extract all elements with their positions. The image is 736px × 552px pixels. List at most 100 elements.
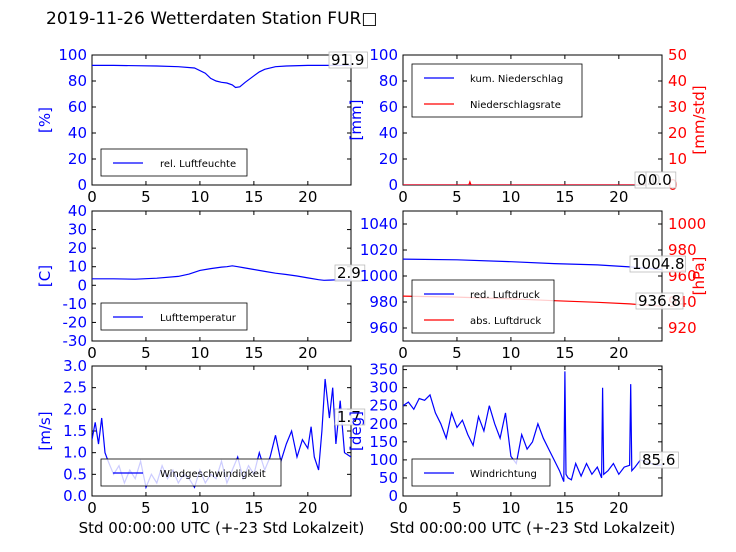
x-tick-label: 0 xyxy=(87,344,97,362)
y-tick-label: 0 xyxy=(77,276,87,294)
x-tick-label: 10 xyxy=(501,499,520,517)
value-label-box xyxy=(635,292,684,310)
x-tick-label: 20 xyxy=(298,188,317,206)
chart-pressure: 0510152096098010001020104092094096098010… xyxy=(360,210,708,362)
y-tick-label: 30 xyxy=(68,221,87,239)
value-label-box xyxy=(334,408,366,426)
y-axis-label: [%] xyxy=(36,107,54,133)
x-tick-label: 10 xyxy=(190,499,209,517)
chart-wind-speed: 0 5 10 15 20 0.0 0.5 1.0 1.5 2.0 2.5 3.0 [m/s] Std 00… xyxy=(36,357,366,537)
series-line-rel-luftfeuchte xyxy=(92,64,351,89)
chart-humidity: 0 5 10 15 20 0 20 40 60 80 100 [%] 91.9 rel. Luftfeuc… xyxy=(36,46,368,206)
y-tick-label: 1020 xyxy=(360,241,398,259)
y2-tick-label: 20 xyxy=(668,124,687,142)
y-tick-label: 80 xyxy=(379,72,398,90)
y-tick-label: 0.0 xyxy=(63,487,87,505)
y-tick-label: 1040 xyxy=(360,215,398,233)
y-tick-label: 20 xyxy=(68,150,87,168)
y-axis-label: [m/s] xyxy=(36,411,54,450)
y-tick-label: 2.5 xyxy=(63,379,87,397)
y2-tick-label: 920 xyxy=(668,319,697,337)
y-tick-label: -20 xyxy=(63,313,88,331)
page-title: 2019-11-26 Wetterdaten Station FUR□ xyxy=(46,9,378,29)
x-tick-label: 20 xyxy=(298,499,317,517)
value-label-box xyxy=(629,255,686,273)
x-tick-label: 10 xyxy=(190,344,209,362)
value-label: 91.9 xyxy=(331,51,364,69)
y2-axis-label: [hPa] xyxy=(690,257,708,296)
y-tick-label: 1.5 xyxy=(63,422,87,440)
y-tick-label: 0 xyxy=(388,176,398,194)
y2-tick-label: 30 xyxy=(668,98,687,116)
x-tick-label: 20 xyxy=(609,499,628,517)
y-tick-label: 40 xyxy=(68,202,87,220)
y-tick-label: 10 xyxy=(68,258,87,276)
x-tick-label: 15 xyxy=(244,344,263,362)
x-tick-label: 10 xyxy=(501,344,520,362)
x-tick-label: 5 xyxy=(141,344,151,362)
series-line-red-luftdruck xyxy=(403,258,662,271)
x-tick-label: 0 xyxy=(398,499,408,517)
y2-tick-label: 10 xyxy=(668,150,687,168)
chart-precipitation: 0510152002040608010001020304050[mm][mm/s… xyxy=(347,46,708,206)
y-tick-label: 100 xyxy=(369,46,398,64)
y-tick-label: 1000 xyxy=(360,267,398,285)
y-tick-label: 100 xyxy=(369,451,398,469)
y-tick-label: 960 xyxy=(369,319,398,337)
x-tick-label: 15 xyxy=(244,499,263,517)
y-tick-label: 3.0 xyxy=(63,357,87,375)
value-label: 85.6 xyxy=(642,451,675,469)
value-label: 0.0 xyxy=(648,171,672,189)
x-tick-label: 5 xyxy=(141,499,151,517)
x-tick-label: 15 xyxy=(244,188,263,206)
x-tick-label: 5 xyxy=(141,188,151,206)
x-tick-label: 20 xyxy=(609,344,628,362)
x-tick-label: 5 xyxy=(452,188,462,206)
x-tick-label: 20 xyxy=(298,344,317,362)
series-line-lufttemperatur xyxy=(92,265,351,281)
y-tick-label: 0 xyxy=(77,176,87,194)
y2-tick-label: 1000 xyxy=(668,215,706,233)
y-axis-label: [deg] xyxy=(347,411,365,451)
legend: kum. Niederschlag Niederschlagsrate xyxy=(411,63,583,118)
legend: Windrichtung xyxy=(411,458,551,487)
y-tick-label: 2.0 xyxy=(63,400,87,418)
value-label: 1004.8 xyxy=(632,255,685,273)
y2-tick-label: 50 xyxy=(668,46,687,64)
x-axis-label: Std 00:00:00 UTC (+-23 Std Lokalzeit) xyxy=(79,519,365,537)
legend-label: kum. Niederschlag xyxy=(470,74,563,85)
y-axis-label: [mm] xyxy=(347,100,365,141)
legend-label: Windrichtung xyxy=(470,469,537,480)
x-tick-label: 20 xyxy=(609,188,628,206)
y-tick-label: 200 xyxy=(369,415,398,433)
y-tick-label: 40 xyxy=(68,124,87,142)
y-tick-label: 80 xyxy=(68,72,87,90)
legend-label: rel. Luftfeuchte xyxy=(160,159,236,170)
y-tick-label: 250 xyxy=(369,397,398,415)
legend-label: Windgeschwindigkeit xyxy=(160,469,266,480)
x-tick-label: 5 xyxy=(452,344,462,362)
x-tick-label: 0 xyxy=(398,344,408,362)
x-tick-label: 0 xyxy=(87,188,97,206)
value-label-box xyxy=(334,264,366,282)
value-label: 936.8 xyxy=(638,292,681,310)
series-line-windrichtung xyxy=(403,371,662,482)
y-tick-label: 150 xyxy=(369,433,398,451)
y2-axis-label: [mm/std] xyxy=(690,85,708,154)
y-tick-label: 0.5 xyxy=(63,465,87,483)
y-tick-label: 40 xyxy=(379,124,398,142)
legend-box xyxy=(411,63,583,118)
legend: rel. Luftfeuchte xyxy=(100,148,248,177)
y-tick-label: -30 xyxy=(63,332,88,350)
y-axis-label: [C] xyxy=(36,265,54,287)
y-tick-label: 100 xyxy=(58,46,87,64)
y-tick-label: 300 xyxy=(369,379,398,397)
value-label: 2.9 xyxy=(337,264,361,282)
y-tick-label: 50 xyxy=(379,469,398,487)
series-line-niederschlagsrate xyxy=(403,180,662,185)
x-tick-label: 10 xyxy=(501,188,520,206)
y-tick-label: 20 xyxy=(68,239,87,257)
y-tick-label: 350 xyxy=(369,361,398,379)
